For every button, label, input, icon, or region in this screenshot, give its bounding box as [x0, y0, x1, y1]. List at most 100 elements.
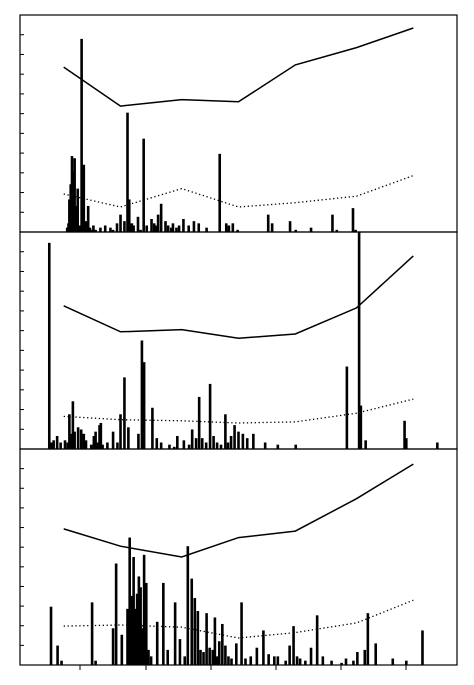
panel-3-bar	[235, 643, 238, 665]
panel-2-bar	[226, 442, 230, 449]
panel-2-bar	[168, 444, 171, 449]
panel-2-bar	[263, 442, 267, 449]
panel-1-bar	[92, 225, 95, 232]
panel-3-bar	[199, 649, 202, 665]
panel-1-frame	[19, 14, 458, 233]
panel-2-bar	[252, 433, 255, 449]
panel-2-bar	[182, 440, 186, 449]
panel-2-bar	[137, 433, 140, 449]
panel-1-bar	[142, 138, 145, 232]
panel-1-bar	[145, 225, 149, 232]
panel-3-bar	[147, 649, 150, 665]
panel-1-bar	[354, 229, 357, 232]
panel-1-bar	[139, 229, 142, 232]
panel-1-bar	[78, 225, 81, 232]
panel-3-bar	[221, 623, 224, 665]
panel-1-bar	[86, 205, 90, 232]
panel-2-bar	[187, 444, 191, 449]
panel-3-bar	[215, 656, 219, 665]
panel-1-bar	[197, 223, 201, 232]
panel-2-bar	[190, 429, 194, 449]
panel-1-bar	[69, 184, 72, 232]
panel-3-bar	[330, 660, 333, 665]
panel-3-bar	[240, 602, 243, 665]
panel-3-frame	[19, 448, 458, 666]
panel-3-bar	[208, 647, 211, 665]
panel-1-bar	[127, 199, 131, 232]
panel-3-bar	[134, 608, 137, 665]
panel-1-bar	[152, 223, 156, 232]
panel-1-bar	[270, 223, 274, 232]
panel-3-bar	[309, 647, 313, 665]
panel-3-bar	[142, 554, 146, 665]
panel-3-solid-line	[63, 463, 414, 558]
panel-3-bar	[224, 645, 227, 665]
panel-1-bar	[76, 188, 79, 232]
panel-3-bar	[405, 660, 408, 665]
panel-3-bar	[139, 587, 142, 665]
panel-2-bar	[241, 433, 245, 449]
panel-3-bar	[94, 660, 97, 665]
panel-2-bar	[111, 431, 115, 449]
panel-3-bar	[56, 645, 59, 665]
panel-1-bar	[111, 229, 115, 232]
panel-3-bar	[217, 641, 221, 665]
panel-3-bar	[211, 649, 215, 665]
panel-3-bar	[288, 645, 291, 665]
panel-2-bar	[71, 401, 75, 449]
panel-3-bar	[141, 628, 144, 665]
panel-2-bar	[69, 433, 73, 449]
panel-1-dotted-line	[63, 174, 414, 208]
panel-3-bar	[213, 617, 217, 665]
panel-1-bar	[205, 227, 208, 232]
panel-1-bar	[236, 229, 239, 232]
panel-2-bar	[123, 377, 126, 449]
panel-3-bar	[352, 660, 355, 665]
panel-2-bar	[208, 383, 212, 449]
panel-1-bar	[84, 221, 88, 232]
panel-1-bar	[351, 208, 355, 232]
panel-3-bar	[273, 656, 276, 665]
panel-2-bar	[357, 232, 361, 449]
panel-3-bar	[183, 656, 187, 665]
panel-2-bar	[359, 405, 363, 449]
panel-1-bar	[224, 223, 228, 232]
panel-3-bar	[135, 593, 139, 665]
panel-3-bar	[126, 608, 129, 665]
panel-1-bar	[156, 214, 160, 232]
panel-3-bar	[178, 639, 182, 665]
panel-3-bar	[295, 656, 299, 665]
panel-2-bar	[94, 431, 97, 449]
panel-1-bar	[218, 153, 222, 232]
panel-1-bar	[126, 112, 129, 232]
panel-1-bar	[155, 225, 158, 232]
panel-3-bar	[292, 626, 295, 665]
panel-1-bar	[115, 223, 119, 232]
panel-3-bar	[90, 602, 94, 665]
panel-2-bar	[159, 442, 163, 449]
panel-2-bar	[215, 442, 219, 449]
panel-1-bar	[129, 225, 132, 232]
panel-1-bar	[231, 223, 235, 232]
panel-3-bar	[262, 630, 265, 665]
panel-2-bar	[52, 440, 55, 449]
panel-1-bar	[164, 221, 167, 232]
panel-2-bar	[50, 442, 53, 449]
panel-2-bar	[172, 446, 176, 449]
panel-2-bar	[212, 435, 215, 449]
panel-3-bar	[249, 656, 253, 665]
panel-1-bar	[72, 171, 75, 232]
panel-2-bar	[127, 427, 130, 449]
panel-2-bar	[101, 444, 104, 449]
panel-2-bar	[73, 431, 76, 449]
panel-2-bar	[55, 435, 59, 449]
panel-3-bar	[190, 578, 194, 665]
panel-1-bar	[70, 156, 74, 232]
panel-1-bar	[88, 227, 92, 232]
panel-1-bar	[171, 223, 175, 232]
panel-2-bar	[233, 425, 236, 449]
panel-1-bar	[294, 229, 298, 232]
panel-3-bar	[315, 615, 319, 665]
panel-2-bar	[219, 444, 223, 449]
panel-3-bar	[374, 643, 378, 665]
